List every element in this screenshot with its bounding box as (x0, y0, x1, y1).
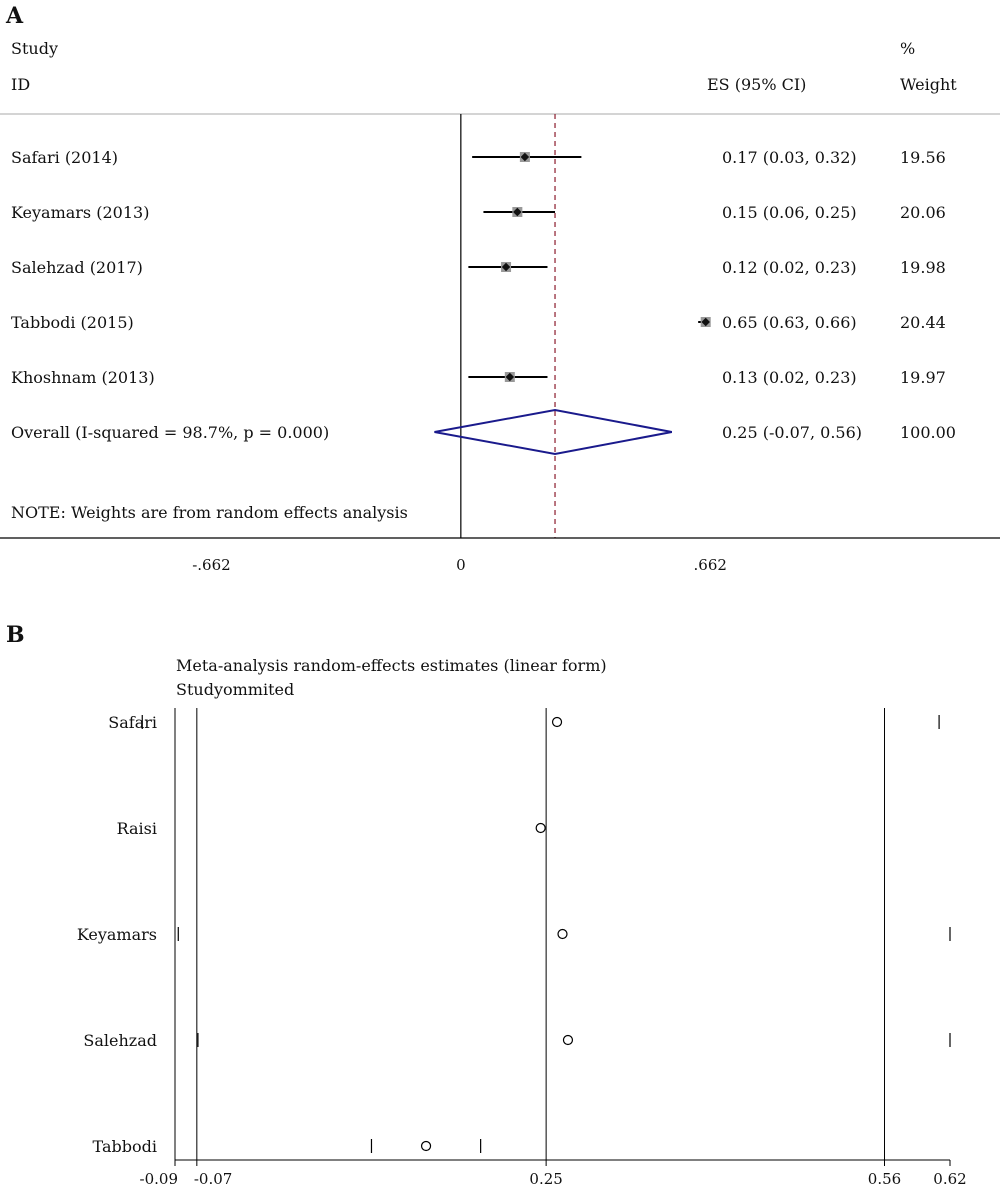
omitted-study-label: Raisi (117, 819, 157, 838)
overall-weight: 100.00 (900, 423, 956, 442)
study-point (701, 317, 710, 327)
omitted-study-label: Keyamars (77, 925, 157, 944)
influence-x-tick-label: -0.09 (140, 1170, 178, 1188)
omitted-estimate-point (562, 1034, 574, 1046)
omitted-estimate-point (420, 1140, 432, 1152)
forest-plot: Safari (2014) 0.17 (0.03, 0.32) 19.56 Keyam… (0, 114, 1000, 574)
overall-es-text: 0.25 (-0.07, 0.56) (722, 423, 862, 442)
omitted-study-label: Safari (108, 713, 157, 732)
forest-x-tick-label: .662 (694, 556, 727, 574)
study-es-text: 0.65 (0.63, 0.66) (722, 313, 857, 332)
study-es-text: 0.17 (0.03, 0.32) (722, 148, 857, 167)
study-weight: 20.44 (900, 313, 946, 332)
header-id: ID (11, 75, 30, 94)
influence-x-tick-label: 0.62 (933, 1170, 966, 1188)
study-weight: 19.97 (900, 368, 946, 387)
omitted-study-label: Tabbodi (93, 1137, 157, 1156)
study-weight: 20.06 (900, 203, 946, 222)
study-label: Safari (2014) (11, 148, 118, 167)
influence-x-tick-label: 0.56 (868, 1170, 901, 1188)
influence-plot: Safari Raisi Keyamars Salehzad Tabbodi -0.09-… (77, 708, 967, 1188)
forest-x-tick-label: 0 (456, 556, 466, 574)
study-es-text: 0.13 (0.02, 0.23) (722, 368, 857, 387)
header-percent: % (900, 39, 915, 58)
study-weight: 19.56 (900, 148, 946, 167)
forest-x-tick-label: -.662 (192, 556, 230, 574)
study-label: Tabbodi (2015) (11, 313, 134, 332)
influence-x-tick-label: -0.07 (194, 1170, 232, 1188)
header-es: ES (95% CI) (707, 75, 806, 94)
influence-x-tick-label: 0.25 (529, 1170, 562, 1188)
study-point (505, 372, 515, 382)
influence-subtitle: Studyommited (176, 680, 294, 699)
omitted-study-label: Salehzad (83, 1031, 157, 1050)
study-es-text: 0.12 (0.02, 0.23) (722, 258, 857, 277)
study-label: Keyamars (2013) (11, 203, 149, 222)
study-label: Khoshnam (2013) (11, 368, 155, 387)
omitted-estimate-point (535, 822, 546, 834)
study-weight: 19.98 (900, 258, 946, 277)
panel-b-label: B (6, 622, 25, 648)
omitted-estimate-point (557, 928, 568, 940)
overall-label: Overall (I-squared = 98.7%, p = 0.000) (11, 423, 329, 442)
header-study: Study (11, 39, 58, 58)
note-text: NOTE: Weights are from random effects an… (11, 503, 408, 522)
study-es-text: 0.15 (0.06, 0.25) (722, 203, 857, 222)
panel-a-label: A (5, 3, 24, 29)
influence-title: Meta-analysis random-effects estimates (… (176, 656, 607, 675)
omitted-estimate-point (551, 716, 563, 728)
study-label: Salehzad (2017) (11, 258, 143, 277)
header-weight: Weight (900, 75, 957, 94)
overall-diamond (434, 408, 672, 456)
study-point (501, 262, 511, 272)
